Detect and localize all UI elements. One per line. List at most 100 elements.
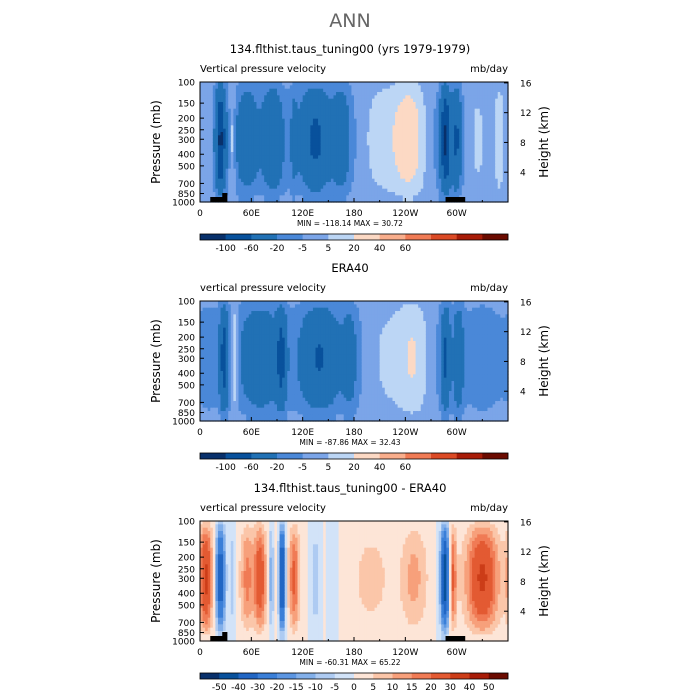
colorbar-swatch: [405, 453, 432, 459]
x-tick-label: 120W: [392, 209, 418, 219]
colorbar-swatch: [379, 453, 406, 459]
right-axis: 16 12 8 4 Height (km): [504, 298, 551, 398]
colorbar-swatch: [411, 673, 432, 679]
y2-tick-label: 4: [520, 388, 526, 398]
colorbar-frame: [199, 672, 509, 680]
colorbar-swatch: [354, 453, 380, 459]
x-tick-label: 120W: [392, 428, 418, 438]
colorbar-label: 15: [406, 683, 417, 693]
topography-africa: [210, 636, 228, 641]
y-tick-label: 850: [178, 629, 195, 639]
y2-tick-label: 12: [520, 328, 531, 338]
topography-africa: [210, 197, 228, 202]
colorbar-frame: [199, 233, 509, 241]
y-tick-label: 700: [178, 180, 195, 190]
x-tick-label: 120E: [291, 428, 314, 438]
colorbar-swatch: [302, 453, 329, 459]
y-tick-label: 300: [178, 575, 195, 585]
y-tick-label: 300: [178, 136, 195, 146]
colorbar-label: 20: [348, 463, 360, 473]
contour-field: [200, 82, 509, 203]
y-axis-label: Pressure (mb): [149, 539, 163, 623]
y-tick-label: 300: [178, 355, 195, 365]
y-tick-label: 150: [178, 319, 195, 329]
colorbar-swatch: [328, 453, 355, 459]
colorbar-swatch: [469, 673, 490, 679]
x-tick-label: 180: [345, 428, 362, 438]
min-max-stats: MIN = -87.86 MAX = 32.43: [299, 438, 400, 447]
colorbar-swatch: [482, 453, 509, 459]
colorbar-swatch: [450, 673, 470, 679]
topography-africa-peak: [222, 632, 228, 636]
x-axis: 0 60E 120E 180 120W 60W: [197, 417, 483, 438]
topography-andes: [445, 636, 466, 641]
colorbar-swatch: [315, 673, 336, 679]
y-tick-label: 700: [178, 619, 195, 629]
y-tick-label: 500: [178, 381, 195, 391]
colorbar-swatch: [251, 234, 278, 240]
x-tick-label: 0: [197, 648, 203, 658]
colorbar-swatch: [238, 673, 259, 679]
min-max-stats: MIN = -60.31 MAX = 65.22: [299, 658, 400, 667]
panel-3: 134.flthist.taus_tuning00 - ERA40 vertica…: [149, 481, 551, 693]
x-tick-label: 120E: [291, 648, 314, 658]
colorbar-label: -15: [289, 683, 304, 693]
colorbar-label: -50: [212, 683, 227, 693]
x-tick-label: 120W: [392, 648, 418, 658]
x-tick-label: 0: [197, 428, 203, 438]
colorbar-label: 60: [400, 244, 412, 254]
y2-axis-label: Height (km): [537, 106, 551, 177]
colorbar-swatch: [456, 234, 483, 240]
colorbar-swatch: [200, 453, 226, 459]
y-tick-label: 250: [178, 565, 195, 575]
colorbar-swatch: [200, 234, 226, 240]
y-tick-label: 400: [178, 151, 195, 161]
colorbar-label: -100: [215, 463, 236, 473]
colorbar-swatch: [302, 234, 329, 240]
y2-tick-label: 8: [520, 578, 526, 588]
colorbar-swatch: [482, 234, 509, 240]
colorbar-label: -30: [250, 683, 265, 693]
colorbar: -100 -60 -20 -5 5 20 40 60: [199, 452, 509, 473]
y-tick-label: 400: [178, 370, 195, 380]
y-tick-label: 1000: [172, 418, 195, 428]
y-axis-label: Pressure (mb): [149, 319, 163, 403]
colorbar-label: -20: [270, 683, 285, 693]
colorbar-swatch: [334, 673, 355, 679]
colorbar-label: 5: [370, 683, 376, 693]
y-tick-label: 100: [178, 518, 195, 528]
colorbar-label: 20: [348, 244, 360, 254]
panel-title: ERA40: [331, 261, 368, 275]
y-tick-label: 500: [178, 162, 195, 172]
y2-axis-label: Height (km): [537, 325, 551, 396]
y-tick-label: 150: [178, 539, 195, 549]
colorbar-label: -20: [270, 244, 285, 254]
colorbar-label: 5: [325, 244, 331, 254]
colorbar-swatch: [257, 673, 278, 679]
colorbar-label: -5: [298, 463, 307, 473]
colorbar-swatch: [379, 234, 406, 240]
x-tick-label: 180: [345, 209, 362, 219]
y-tick-label: 200: [178, 554, 195, 564]
y-tick-label: 850: [178, 190, 195, 200]
x-tick-label: 60E: [243, 209, 260, 219]
panel-subtitle-left: Vertical pressure velocity: [200, 64, 326, 75]
panel-title: 134.flthist.taus_tuning00 - ERA40: [254, 481, 447, 495]
colorbar-label: 40: [374, 463, 386, 473]
y2-tick-label: 12: [520, 548, 531, 558]
y-tick-label: 1000: [172, 638, 195, 648]
colorbar-swatch: [392, 673, 413, 679]
panel-title: 134.flthist.taus_tuning00 (yrs 1979-1979…: [230, 42, 471, 56]
topography-africa-peak: [222, 193, 228, 197]
colorbar-label: 40: [374, 244, 386, 254]
colorbar-swatch: [277, 453, 303, 459]
colorbar-label: -40: [231, 683, 246, 693]
colorbar-swatch: [328, 234, 355, 240]
y-tick-label: 250: [178, 345, 195, 355]
colorbar-swatch: [373, 673, 393, 679]
y-tick-label: 150: [178, 100, 195, 110]
